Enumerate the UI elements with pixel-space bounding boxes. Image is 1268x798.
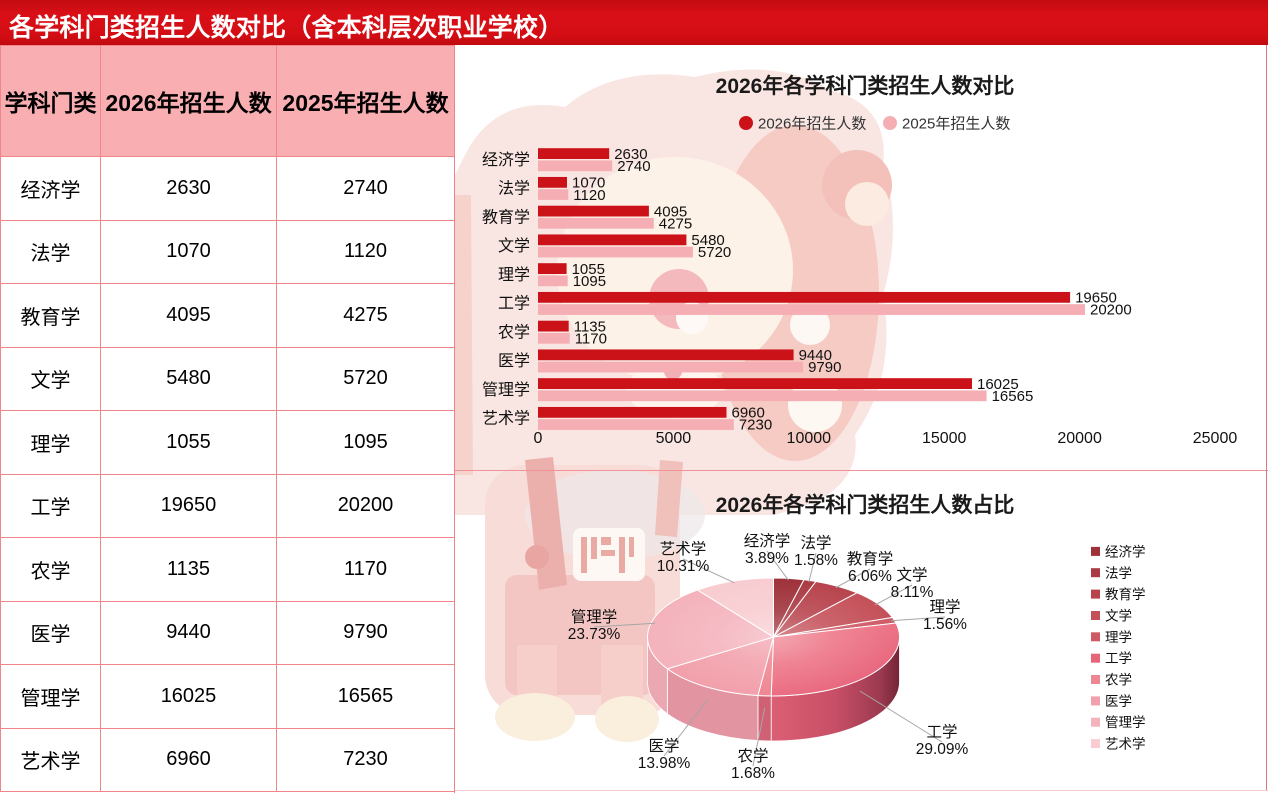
- svg-text:5720: 5720: [698, 244, 731, 261]
- svg-text:2630: 2630: [614, 146, 647, 163]
- svg-text:5000: 5000: [656, 430, 692, 447]
- svg-text:教育学: 教育学: [847, 550, 894, 568]
- svg-text:3.89%: 3.89%: [745, 550, 789, 567]
- svg-text:10.31%: 10.31%: [657, 558, 710, 575]
- svg-text:农学: 农学: [498, 323, 530, 341]
- svg-text:0: 0: [534, 430, 543, 447]
- svg-text:9790: 9790: [808, 359, 841, 376]
- svg-text:2026年各学科门类招生人数对比: 2026年各学科门类招生人数对比: [716, 74, 1015, 98]
- svg-text:1055: 1055: [572, 261, 605, 278]
- svg-text:艺术学: 艺术学: [660, 540, 707, 558]
- svg-text:经济学: 经济学: [1105, 544, 1146, 559]
- svg-text:法学: 法学: [498, 180, 530, 198]
- svg-text:1070: 1070: [572, 175, 605, 192]
- svg-text:艺术学: 艺术学: [1105, 737, 1146, 752]
- svg-text:文学: 文学: [1105, 609, 1132, 624]
- svg-text:16025: 16025: [977, 376, 1019, 393]
- svg-text:农学: 农学: [1105, 673, 1132, 688]
- svg-text:4275: 4275: [659, 216, 692, 233]
- svg-text:29.09%: 29.09%: [916, 741, 969, 758]
- svg-text:2025年招生人数: 2025年招生人数: [902, 116, 1010, 133]
- svg-text:经济学: 经济学: [482, 151, 530, 169]
- svg-text:管理学: 管理学: [571, 608, 618, 626]
- svg-text:1.58%: 1.58%: [794, 552, 838, 569]
- svg-text:6.06%: 6.06%: [848, 568, 892, 585]
- svg-text:5480: 5480: [691, 232, 724, 249]
- svg-text:理学: 理学: [1105, 630, 1132, 645]
- svg-text:9440: 9440: [799, 347, 832, 364]
- svg-text:教育学: 教育学: [1105, 587, 1146, 602]
- svg-text:医学: 医学: [648, 737, 679, 755]
- svg-text:23.73%: 23.73%: [568, 626, 621, 643]
- svg-text:法学: 法学: [800, 534, 831, 552]
- svg-text:8.11%: 8.11%: [891, 584, 934, 601]
- svg-text:16565: 16565: [992, 388, 1034, 405]
- svg-text:1095: 1095: [573, 273, 606, 290]
- svg-text:20200: 20200: [1090, 302, 1132, 319]
- svg-text:工学: 工学: [926, 723, 957, 741]
- svg-text:10000: 10000: [787, 430, 832, 447]
- svg-text:13.98%: 13.98%: [638, 755, 691, 772]
- svg-text:19650: 19650: [1075, 290, 1117, 307]
- svg-text:1170: 1170: [575, 331, 607, 348]
- svg-text:理学: 理学: [929, 598, 960, 616]
- svg-text:文学: 文学: [896, 566, 927, 584]
- svg-text:工学: 工学: [498, 295, 530, 313]
- svg-text:1120: 1120: [573, 187, 605, 204]
- svg-text:1.56%: 1.56%: [923, 616, 967, 633]
- svg-text:农学: 农学: [737, 747, 768, 765]
- svg-text:2026年各学科门类招生人数占比: 2026年各学科门类招生人数占比: [716, 493, 1015, 517]
- svg-text:理学: 理学: [498, 266, 530, 284]
- svg-text:1135: 1135: [574, 318, 606, 335]
- svg-text:4095: 4095: [654, 203, 687, 220]
- svg-text:法学: 法学: [1105, 566, 1132, 581]
- svg-text:工学: 工学: [1105, 651, 1132, 666]
- svg-text:医学: 医学: [1105, 694, 1132, 709]
- svg-text:15000: 15000: [922, 430, 967, 447]
- svg-text:教育学: 教育学: [482, 208, 530, 226]
- svg-text:管理学: 管理学: [1105, 715, 1146, 730]
- svg-text:文学: 文学: [498, 237, 530, 255]
- svg-text:管理学: 管理学: [482, 381, 530, 399]
- svg-text:2026年招生人数: 2026年招生人数: [758, 116, 866, 133]
- svg-text:医学: 医学: [498, 352, 530, 370]
- svg-text:6960: 6960: [732, 405, 765, 422]
- svg-text:7230: 7230: [739, 417, 772, 434]
- svg-text:艺术学: 艺术学: [482, 410, 530, 428]
- svg-text:25000: 25000: [1193, 430, 1238, 447]
- svg-text:20000: 20000: [1057, 430, 1102, 447]
- svg-text:经济学: 经济学: [744, 532, 791, 550]
- svg-text:2740: 2740: [617, 158, 650, 175]
- svg-text:1.68%: 1.68%: [731, 765, 775, 782]
